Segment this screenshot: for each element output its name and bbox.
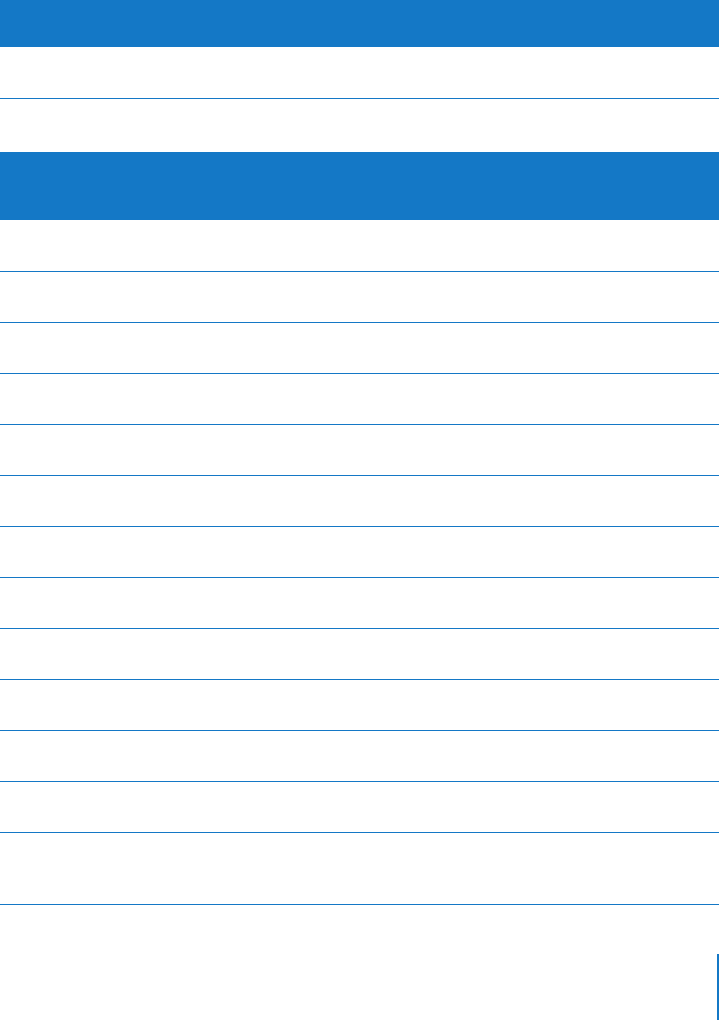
table-row-divider — [0, 424, 719, 425]
table-row-divider — [0, 373, 719, 374]
table-row-divider — [0, 475, 719, 476]
table-row-divider — [0, 526, 719, 527]
table-row-divider — [0, 271, 719, 272]
margin-rule — [717, 954, 719, 1020]
table-2-header-band — [0, 152, 719, 220]
table-row-divider — [0, 781, 719, 782]
table-row-divider — [0, 730, 719, 731]
table-row-divider — [0, 904, 719, 905]
table-1-header-band — [0, 0, 719, 47]
table-row-divider — [0, 679, 719, 680]
table-row-divider — [0, 98, 719, 99]
table-row-divider — [0, 577, 719, 578]
table-row-divider — [0, 322, 719, 323]
table-row-divider — [0, 832, 719, 833]
table-row-divider — [0, 628, 719, 629]
